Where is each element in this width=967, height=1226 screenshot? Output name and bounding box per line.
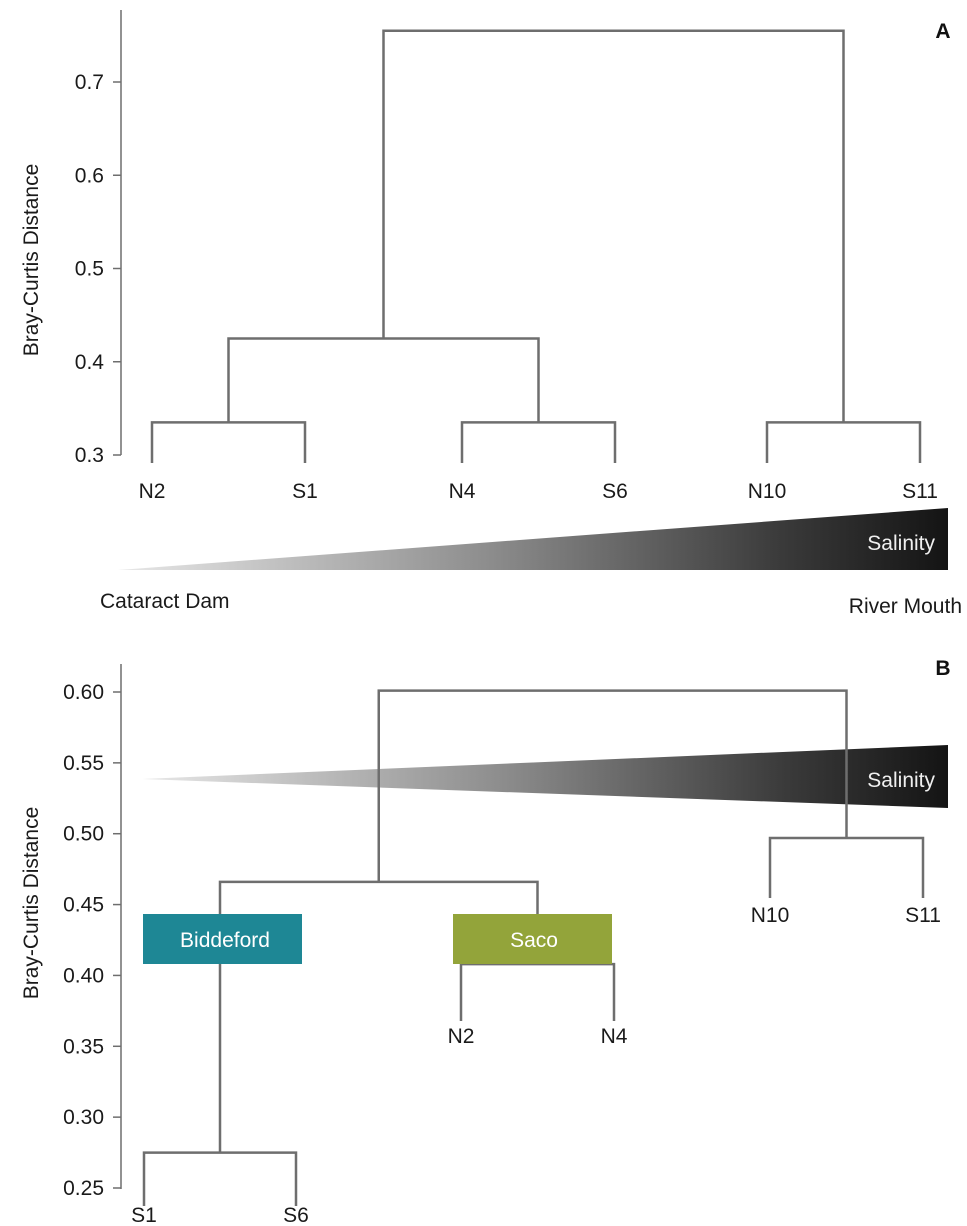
panel-b-leaf-label-s1: S1 bbox=[131, 1204, 157, 1226]
panel-b-salinity-wedge bbox=[142, 745, 948, 808]
panel-b-y-tick-label: 0.45 bbox=[63, 894, 104, 917]
panel-b-y-tick-label: 0.55 bbox=[63, 752, 104, 775]
panel-b-salinity-gradient: Salinity bbox=[142, 745, 948, 808]
panel-a-letter: A bbox=[935, 20, 950, 43]
panel-b-merge-4 bbox=[768, 836, 925, 898]
panel-a-leaf-label-s6: S6 bbox=[602, 480, 628, 503]
panel-a-merge-1 bbox=[150, 421, 307, 463]
panel-a-leaf-label-n4: N4 bbox=[449, 480, 476, 503]
panel-b-leaf-label-s11: S11 bbox=[905, 904, 941, 927]
panel-a-salinity-label: Salinity bbox=[867, 532, 935, 555]
panel-a-tree bbox=[150, 29, 922, 463]
panel-b-leaf-label-n10: N10 bbox=[751, 904, 790, 927]
panel-b-leaf-labels: S1 S6 N2 N4 N10 S11 bbox=[131, 904, 941, 1226]
saco-label: Saco bbox=[510, 929, 558, 952]
panel-a-leaf-label-s1: S1 bbox=[292, 480, 318, 503]
group-box-saco: Saco bbox=[453, 914, 612, 964]
panel-b-merge-1 bbox=[142, 1151, 298, 1206]
panel-b-letter: B bbox=[935, 657, 950, 680]
panel-a-leaf-label-n10: N10 bbox=[748, 480, 787, 503]
panel-a-merge-5 bbox=[382, 29, 845, 423]
panel-a-leaf-label-s11: S11 bbox=[902, 480, 938, 503]
panel-b-y-tick-label: 0.25 bbox=[63, 1177, 104, 1200]
panel-a-y-tick-label: 0.7 bbox=[75, 71, 104, 94]
panel-b-y-tick-label: 0.35 bbox=[63, 1035, 104, 1058]
panel-a-salinity-wedge bbox=[118, 508, 948, 570]
panel-a-y-tick-label: 0.3 bbox=[75, 444, 104, 467]
panel-a-y-axis-title: Bray-Curtis Distance bbox=[20, 164, 43, 357]
panel-a-start-label: Cataract Dam bbox=[100, 590, 230, 613]
panel-b-leaf-label-s6: S6 bbox=[283, 1204, 309, 1226]
panel-a-y-ticks: 0.3 0.4 0.5 0.6 0.7 bbox=[75, 71, 121, 467]
panel-b-y-axis-title: Bray-Curtis Distance bbox=[20, 807, 43, 1000]
panel-b-y-tick-label: 0.50 bbox=[63, 823, 104, 846]
panel-a-leaf-labels: N2 S1 N4 S6 N10 S11 bbox=[139, 480, 938, 503]
panel-a-salinity-gradient: Salinity bbox=[118, 508, 948, 570]
panel-b-leaf-label-n4: N4 bbox=[601, 1025, 628, 1048]
panel-a-leaf-label-n2: N2 bbox=[139, 480, 166, 503]
group-box-biddeford: Biddeford bbox=[143, 914, 302, 964]
panel-a-end-label: River Mouth bbox=[849, 595, 962, 618]
panel-b-y-ticks: 0.25 0.30 0.35 0.40 0.45 0.50 0.55 0.60 bbox=[63, 681, 121, 1200]
panel-b-salinity-label: Salinity bbox=[867, 769, 935, 792]
panel-b-merge-5 bbox=[377, 689, 848, 882]
panel-a-merge-2 bbox=[460, 421, 617, 463]
panel-a-y-tick-label: 0.4 bbox=[75, 351, 105, 374]
biddeford-box bbox=[143, 914, 302, 964]
panel-a-y-tick-label: 0.6 bbox=[75, 164, 104, 187]
panel-b-merge-2 bbox=[459, 962, 616, 1021]
panel-a: A Bray-Curtis Distance 0.3 0.4 0.5 0.6 0.7 N… bbox=[20, 10, 962, 618]
panel-b-y-tick-label: 0.30 bbox=[63, 1106, 104, 1129]
panel-b: B Bray-Curtis Distance 0.250.300.350.400… bbox=[20, 657, 951, 1226]
panel-a-y-tick-label: 0.5 bbox=[75, 258, 104, 281]
biddeford-label: Biddeford bbox=[180, 929, 270, 952]
saco-box bbox=[453, 914, 612, 964]
panel-b-leaf-label-n2: N2 bbox=[448, 1025, 475, 1048]
panel-b-y-tick-label: 0.60 bbox=[63, 681, 104, 704]
panel-a-merge-3 bbox=[765, 421, 922, 463]
panel-a-merge-4 bbox=[227, 337, 540, 423]
panel-b-y-tick-label: 0.40 bbox=[63, 964, 104, 987]
